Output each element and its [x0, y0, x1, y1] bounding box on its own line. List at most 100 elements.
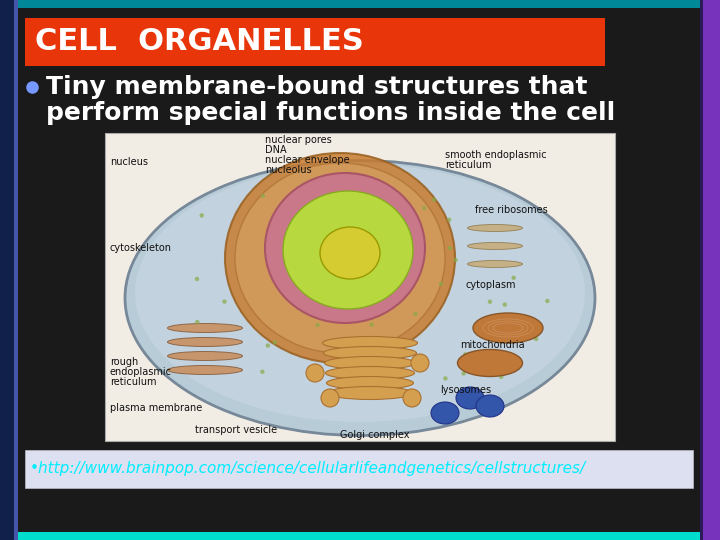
Text: CELL  ORGANELLES: CELL ORGANELLES — [35, 28, 364, 57]
Circle shape — [306, 364, 324, 382]
Text: Golgi complex: Golgi complex — [340, 430, 410, 440]
Bar — [700, 0, 703, 540]
Circle shape — [379, 289, 384, 294]
Text: cytoplasm: cytoplasm — [465, 280, 516, 290]
Circle shape — [366, 358, 370, 362]
Circle shape — [346, 267, 351, 272]
Circle shape — [485, 351, 489, 355]
Circle shape — [473, 325, 477, 329]
Circle shape — [448, 246, 452, 250]
Bar — [105, 133, 615, 441]
Text: nuclear pores: nuclear pores — [265, 135, 332, 145]
Ellipse shape — [476, 395, 504, 417]
Circle shape — [410, 339, 414, 343]
Text: reticulum: reticulum — [445, 160, 492, 170]
Circle shape — [326, 343, 330, 347]
Bar — [14, 0, 18, 540]
Bar — [25, 18, 605, 66]
Ellipse shape — [168, 323, 243, 333]
Circle shape — [318, 192, 323, 197]
Ellipse shape — [235, 163, 445, 353]
Circle shape — [444, 376, 448, 381]
Circle shape — [480, 370, 485, 375]
Circle shape — [342, 221, 346, 226]
Text: transport vesicle: transport vesicle — [195, 425, 277, 435]
Circle shape — [273, 340, 277, 345]
Text: nuclear envelope: nuclear envelope — [265, 155, 350, 165]
Ellipse shape — [323, 347, 416, 360]
Circle shape — [261, 194, 265, 198]
Text: free ribosomes: free ribosomes — [475, 205, 548, 215]
Ellipse shape — [168, 352, 243, 361]
Text: endoplasmic: endoplasmic — [110, 367, 172, 377]
Circle shape — [316, 177, 320, 181]
Circle shape — [463, 352, 467, 356]
Bar — [0, 0, 720, 8]
Circle shape — [511, 275, 516, 280]
Circle shape — [411, 216, 415, 220]
Circle shape — [315, 323, 320, 327]
Circle shape — [379, 246, 383, 251]
Circle shape — [266, 343, 270, 348]
Ellipse shape — [135, 164, 585, 422]
Ellipse shape — [283, 191, 413, 309]
Text: cytoskeleton: cytoskeleton — [110, 243, 172, 253]
Text: Tiny membrane-bound structures that: Tiny membrane-bound structures that — [46, 75, 588, 99]
Circle shape — [432, 198, 436, 202]
Ellipse shape — [168, 366, 243, 375]
Circle shape — [195, 320, 199, 324]
Bar — [25, 450, 693, 488]
Ellipse shape — [325, 367, 415, 380]
Circle shape — [454, 258, 458, 262]
Circle shape — [195, 277, 199, 281]
Circle shape — [438, 281, 444, 286]
Text: plasma membrane: plasma membrane — [110, 403, 202, 413]
Ellipse shape — [467, 242, 523, 249]
Bar — [0, 532, 720, 540]
Ellipse shape — [457, 349, 523, 376]
Circle shape — [369, 322, 374, 327]
Circle shape — [222, 299, 227, 304]
Circle shape — [347, 172, 351, 176]
Circle shape — [403, 389, 421, 407]
Text: smooth endoplasmic: smooth endoplasmic — [445, 150, 546, 160]
Circle shape — [321, 389, 339, 407]
Ellipse shape — [325, 356, 415, 369]
Circle shape — [412, 393, 416, 397]
Text: •http://www.brainpop.com/science/cellularlifeandgenetics/cellstructures/: •http://www.brainpop.com/science/cellula… — [30, 462, 586, 476]
Ellipse shape — [323, 336, 418, 349]
Text: mitochondria: mitochondria — [460, 340, 525, 350]
Circle shape — [534, 337, 539, 341]
Ellipse shape — [431, 402, 459, 424]
Ellipse shape — [125, 160, 595, 435]
Text: lysosomes: lysosomes — [440, 385, 491, 395]
Ellipse shape — [456, 387, 484, 409]
Bar — [0, 0, 14, 540]
Text: reticulum: reticulum — [110, 377, 156, 387]
Circle shape — [545, 299, 549, 303]
Ellipse shape — [320, 227, 380, 279]
Text: DNA: DNA — [265, 145, 287, 155]
Ellipse shape — [328, 387, 413, 400]
Circle shape — [503, 302, 507, 307]
Circle shape — [381, 252, 385, 256]
Bar — [703, 0, 720, 540]
Circle shape — [411, 354, 429, 372]
Circle shape — [487, 300, 492, 304]
Circle shape — [462, 371, 466, 376]
Circle shape — [370, 219, 374, 224]
Circle shape — [300, 284, 305, 288]
Text: nucleus: nucleus — [110, 157, 148, 167]
Ellipse shape — [326, 376, 413, 389]
Circle shape — [199, 213, 204, 218]
Ellipse shape — [467, 260, 523, 267]
Circle shape — [361, 367, 366, 372]
Ellipse shape — [168, 338, 243, 347]
Circle shape — [422, 206, 426, 210]
Circle shape — [521, 328, 526, 333]
Circle shape — [447, 218, 451, 222]
Ellipse shape — [265, 173, 425, 323]
Text: perform special functions inside the cell: perform special functions inside the cel… — [46, 101, 616, 125]
Ellipse shape — [225, 153, 455, 363]
Text: rough: rough — [110, 357, 138, 367]
